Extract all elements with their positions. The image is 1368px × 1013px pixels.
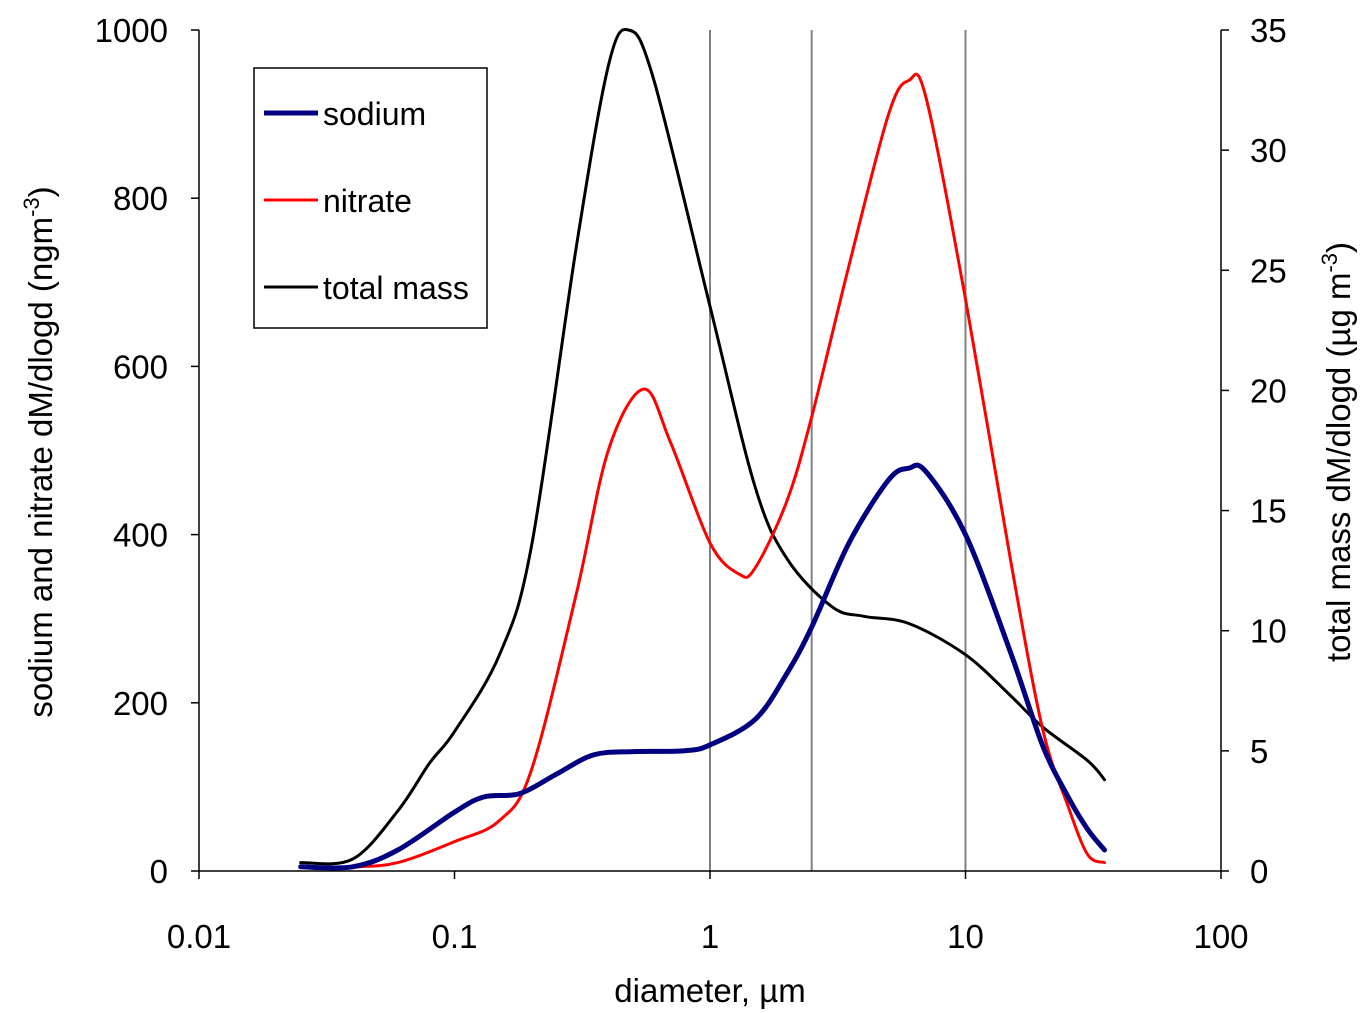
y-right-tick-label: 25 [1250, 252, 1287, 289]
legend-label-nitrate: nitrate [323, 183, 412, 219]
x-tick-label: 1 [701, 918, 719, 955]
y-left-tick-label: 400 [113, 517, 168, 554]
y-right-tick-label: 0 [1250, 853, 1268, 890]
y-right-tick-label: 35 [1250, 12, 1287, 49]
x-tick-label: 0.01 [167, 918, 231, 955]
y-left-axis-title-close: ) [22, 186, 59, 197]
vertical-gridlines [709, 30, 967, 871]
x-axis-title: diameter, µm [614, 972, 805, 1009]
x-tick-label: 0.1 [432, 918, 478, 955]
series-line-nitrate [299, 72, 1106, 869]
y-right-axis-title-sup: -3 [1317, 253, 1342, 273]
y-left-tick-label: 1000 [95, 12, 168, 49]
y-left-axis-title: sodium and nitrate dM/dlogd (ngm-3) [19, 186, 59, 717]
x-tick-label: 100 [1193, 918, 1248, 955]
y-right-tick-label: 30 [1250, 132, 1287, 169]
tick-labels: 0.01 0.1 1 10 100020040060080010000510152025… [95, 12, 1287, 955]
y-right-tick-label: 20 [1250, 372, 1287, 409]
y-right-axis-title-main: total mass dM/dlogd (µg m [1320, 273, 1357, 663]
y-left-axis-title-main: sodium and nitrate dM/dlogd (ngm [22, 217, 59, 718]
series-lines [298, 28, 1107, 871]
x-tick-label: 10 [947, 918, 984, 955]
y-right-tick-label: 10 [1250, 613, 1287, 650]
y-right-tick-label: 15 [1250, 493, 1287, 530]
legend-label-sodium: sodium [323, 96, 426, 132]
y-left-tick-label: 600 [113, 348, 168, 385]
y-left-tick-label: 800 [113, 180, 168, 217]
y-right-tick-label: 5 [1250, 733, 1268, 770]
axes [191, 29, 1229, 879]
y-left-axis-title-sup: -3 [19, 197, 44, 217]
legend: sodium nitrate total mass [253, 67, 488, 329]
legend-label-total-mass: total mass [323, 270, 469, 306]
y-right-axis-title: total mass dM/dlogd (µg m-3) [1317, 242, 1357, 662]
y-left-tick-label: 200 [113, 685, 168, 722]
series-line-sodium [298, 462, 1107, 871]
y-left-tick-label: 0 [150, 853, 168, 890]
series-line-total-mass [299, 28, 1106, 866]
y-right-axis-title-close: ) [1320, 242, 1357, 253]
